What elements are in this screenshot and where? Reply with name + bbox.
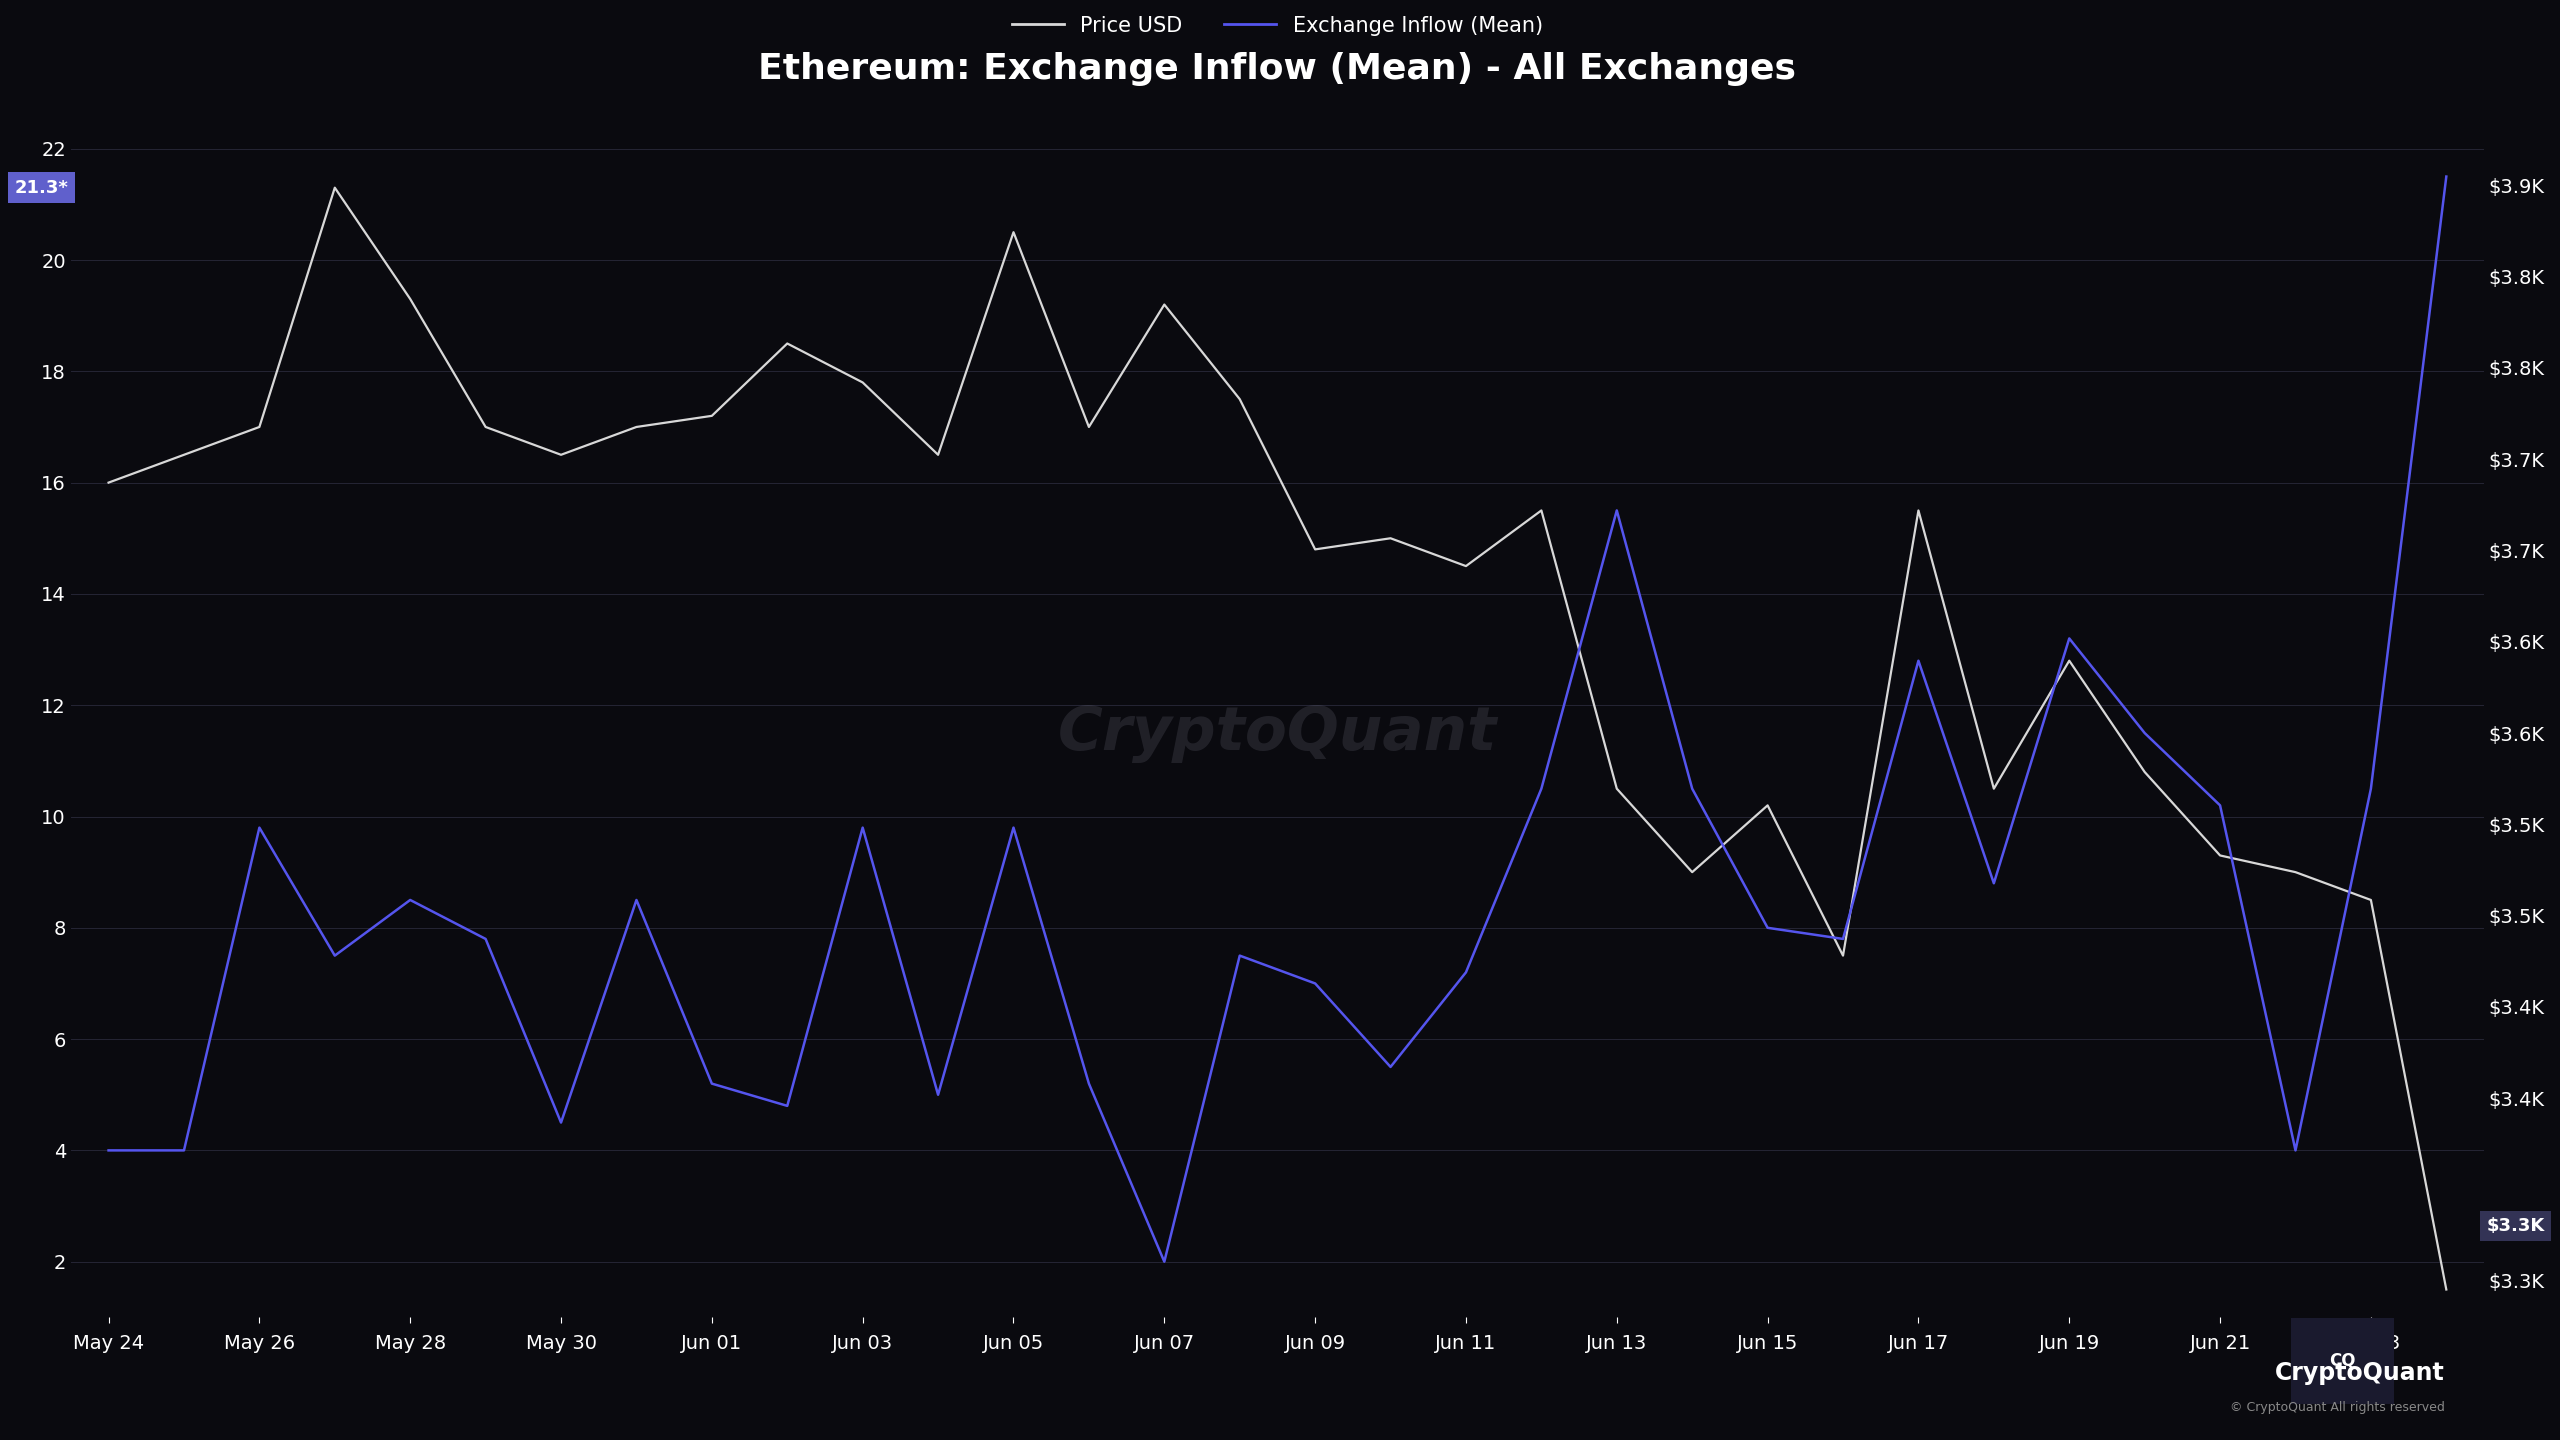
Text: © CryptoQuant All rights reserved: © CryptoQuant All rights reserved bbox=[2230, 1401, 2445, 1414]
Text: $3.3K: $3.3K bbox=[2486, 1217, 2545, 1236]
Title: Ethereum: Exchange Inflow (Mean) - All Exchanges: Ethereum: Exchange Inflow (Mean) - All E… bbox=[758, 52, 1797, 86]
Text: CQ: CQ bbox=[2330, 1352, 2355, 1369]
Legend: Price USD, Exchange Inflow (Mean): Price USD, Exchange Inflow (Mean) bbox=[1004, 7, 1551, 43]
Text: 21.3*: 21.3* bbox=[15, 179, 69, 197]
Text: CryptoQuant: CryptoQuant bbox=[2276, 1361, 2445, 1385]
Text: CryptoQuant: CryptoQuant bbox=[1057, 704, 1498, 763]
